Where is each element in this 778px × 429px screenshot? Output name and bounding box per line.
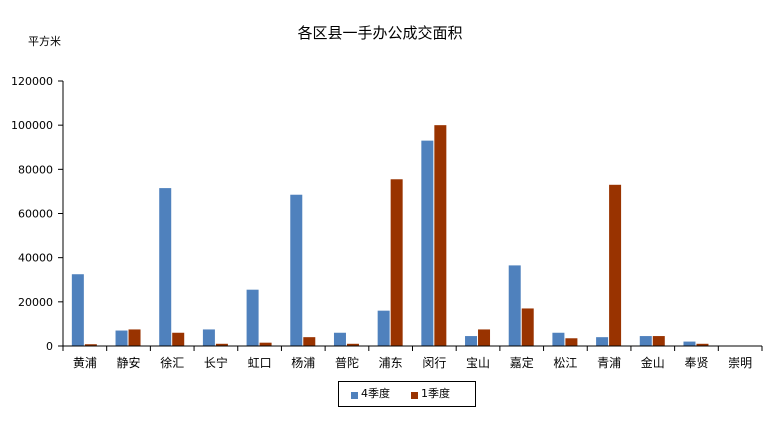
y-tick-label: 120000 bbox=[11, 75, 53, 88]
bars bbox=[71, 125, 709, 347]
x-tick-label: 闵行 bbox=[422, 355, 446, 370]
bar-series-1-12 bbox=[609, 184, 622, 346]
y-tick-label: 40000 bbox=[18, 252, 53, 265]
bar-series-1-5 bbox=[303, 337, 316, 346]
bar-series-0-1 bbox=[115, 330, 128, 346]
bar-series-1-1 bbox=[128, 329, 141, 346]
bar-series-0-11 bbox=[552, 332, 565, 346]
x-axis: 黄浦 静安 徐汇 长宁 虹口 杨浦 普陀 浦东 闵行 宝山 嘉定 松江 青浦 金山 奉贤 崇明 bbox=[62, 345, 763, 370]
y-tick-label: 0 bbox=[46, 340, 53, 353]
bar-series-0-13 bbox=[639, 336, 652, 346]
x-tick-label: 金山 bbox=[641, 355, 665, 370]
bar-series-0-7 bbox=[377, 310, 390, 346]
x-tick-label: 浦东 bbox=[379, 356, 403, 370]
y-tick-label: 100000 bbox=[11, 119, 53, 132]
legend-swatch-series-1 bbox=[411, 392, 418, 399]
x-tick-label: 长宁 bbox=[204, 355, 228, 370]
legend-swatch-series-0 bbox=[351, 392, 358, 399]
bar-series-1-2 bbox=[172, 332, 185, 346]
bar-series-0-0 bbox=[71, 274, 84, 346]
bar-series-1-9 bbox=[478, 329, 491, 346]
bar-series-0-10 bbox=[508, 265, 521, 346]
legend: 4季度 1季度 bbox=[338, 381, 476, 407]
bar-series-1-3 bbox=[215, 343, 228, 346]
x-tick-label: 徐汇 bbox=[160, 355, 184, 370]
x-tick-label: 静安 bbox=[117, 355, 141, 370]
x-tick-label: 奉贤 bbox=[684, 356, 708, 370]
bar-series-1-7 bbox=[390, 179, 403, 346]
legend-label-series-0: 4季度 bbox=[361, 387, 390, 400]
x-tick-label: 普陀 bbox=[335, 355, 359, 370]
bar-series-1-6 bbox=[346, 343, 359, 346]
bar-series-1-10 bbox=[521, 308, 534, 346]
bar-series-0-4 bbox=[246, 289, 259, 346]
bar-series-1-14 bbox=[696, 343, 709, 346]
bar-series-0-3 bbox=[202, 329, 215, 346]
x-tick-label: 崇明 bbox=[728, 356, 752, 370]
y-tick-label: 60000 bbox=[18, 208, 53, 221]
bar-series-0-5 bbox=[290, 194, 303, 346]
y-tick-label: 20000 bbox=[18, 296, 53, 309]
x-tick-label: 青浦 bbox=[597, 356, 621, 370]
bar-series-0-14 bbox=[683, 341, 696, 346]
legend-label-series-1: 1季度 bbox=[421, 387, 450, 400]
x-tick-label: 松江 bbox=[553, 356, 577, 370]
bar-series-1-4 bbox=[259, 342, 272, 346]
x-tick-label: 黄浦 bbox=[73, 356, 97, 370]
bar-series-0-6 bbox=[333, 332, 346, 346]
bar-series-0-2 bbox=[159, 188, 172, 346]
x-tick-label: 嘉定 bbox=[510, 355, 534, 370]
bar-series-0-9 bbox=[465, 336, 478, 346]
bar-series-1-8 bbox=[434, 125, 447, 347]
y-axis-unit-label: 平方米 bbox=[28, 34, 61, 48]
chart-title: 各区县一手办公成交面积 bbox=[297, 24, 462, 42]
y-axis: 0 20000 40000 60000 80000 100000 120000 bbox=[11, 75, 64, 353]
x-tick-label: 宝山 bbox=[466, 356, 490, 370]
bar-series-1-11 bbox=[565, 338, 578, 346]
x-tick-label: 杨浦 bbox=[291, 355, 315, 370]
bar-series-0-8 bbox=[421, 140, 434, 346]
bar-series-1-0 bbox=[84, 344, 97, 346]
y-tick-label: 80000 bbox=[18, 163, 53, 176]
bar-series-1-13 bbox=[652, 336, 665, 346]
bar-series-0-12 bbox=[596, 337, 609, 346]
x-tick-label: 虹口 bbox=[248, 356, 272, 370]
